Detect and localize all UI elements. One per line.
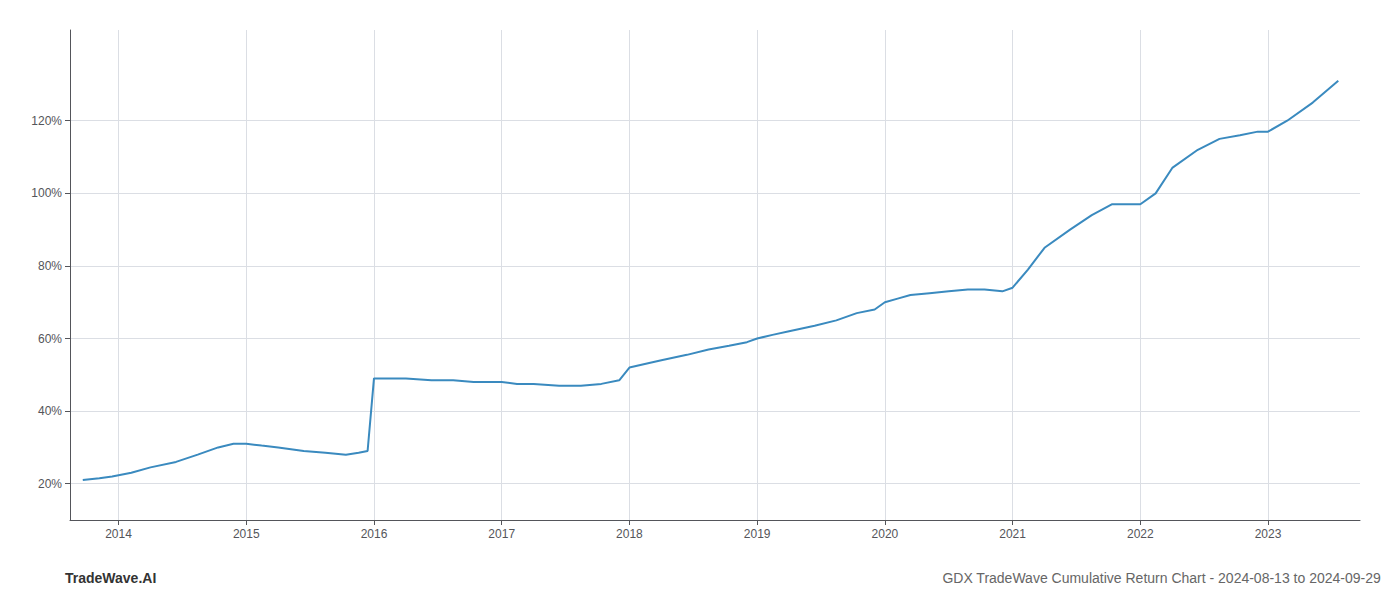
svg-text:2021: 2021 [999,527,1026,541]
svg-text:2017: 2017 [488,527,515,541]
svg-text:2016: 2016 [361,527,388,541]
svg-text:2019: 2019 [744,527,771,541]
svg-text:20%: 20% [38,477,62,491]
svg-text:2020: 2020 [872,527,899,541]
svg-text:2023: 2023 [1255,527,1282,541]
svg-text:TradeWave.AI: TradeWave.AI [65,570,156,586]
svg-text:2015: 2015 [233,527,260,541]
svg-text:100%: 100% [31,186,62,200]
svg-text:40%: 40% [38,404,62,418]
svg-text:GDX TradeWave Cumulative Retur: GDX TradeWave Cumulative Return Chart - … [942,570,1381,586]
svg-text:120%: 120% [31,114,62,128]
svg-text:60%: 60% [38,332,62,346]
svg-text:2018: 2018 [616,527,643,541]
svg-text:2014: 2014 [105,527,132,541]
svg-text:2022: 2022 [1127,527,1154,541]
svg-text:80%: 80% [38,259,62,273]
